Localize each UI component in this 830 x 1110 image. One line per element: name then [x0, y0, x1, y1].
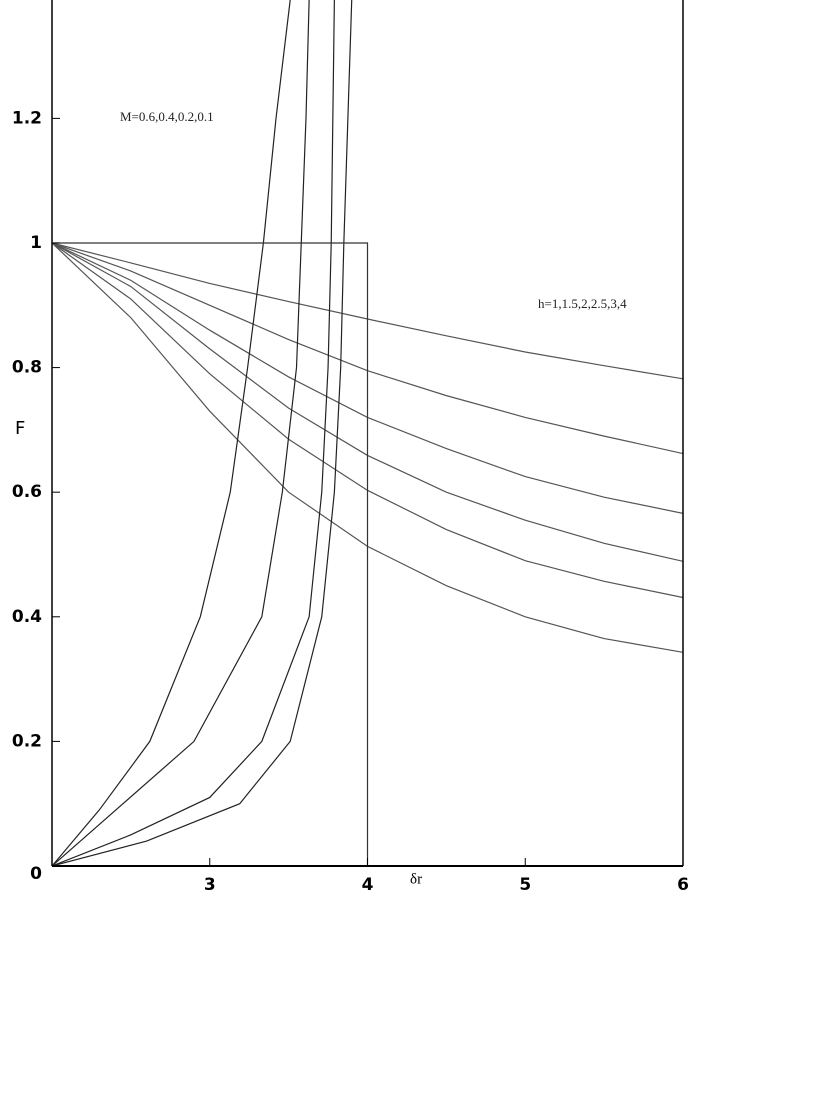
line	[52, 0, 335, 866]
annotation: h=1,1.5,2,2.5,3,4	[538, 296, 627, 311]
x-tick-label: 4	[362, 875, 374, 895]
x-axis-label: δr	[410, 871, 422, 887]
line	[52, 242, 369, 866]
y-tick-label: 0.6	[12, 482, 42, 502]
y-tick-label: 0.4	[12, 607, 42, 627]
x-tick-label: 6	[677, 875, 689, 895]
line	[52, 0, 310, 866]
line	[52, 0, 353, 866]
y-tick-label: 0	[30, 864, 42, 884]
y-tick-label: 0.8	[12, 358, 42, 378]
y-tick-label: 1	[30, 233, 42, 253]
x-tick-label: 5	[519, 875, 531, 895]
x-tick-label: 3	[204, 875, 216, 895]
line	[52, 0, 291, 866]
y-tick-label: 0.2	[12, 731, 42, 751]
y-axis-label: F	[15, 418, 25, 439]
y-tick-label: 1.2	[12, 108, 42, 128]
annotation: M=0.6,0.4,0.2,0.1	[120, 109, 214, 124]
